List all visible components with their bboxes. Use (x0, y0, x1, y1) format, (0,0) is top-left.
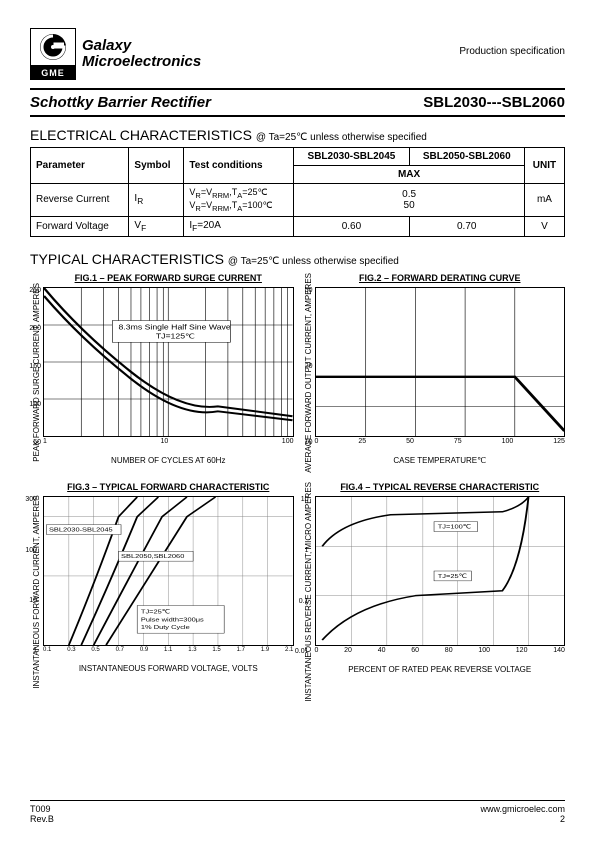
company-line2: Microelectronics (82, 54, 201, 71)
fig1-xlabel: NUMBER OF CYCLES AT 60Hz (43, 456, 294, 465)
fig3-xticks: 0.1 0.3 0.5 0.7 0.9 1.1 1.3 1.5 1.7 1.9 … (43, 646, 294, 654)
cell-param: Reverse Current (31, 184, 129, 217)
col-group1: SBL2030-SBL2045 (294, 148, 409, 166)
fig2-xticks: 0 25 50 75 100 125 (315, 437, 566, 446)
col-unit: UNIT (524, 148, 564, 184)
cell-symbol: IR (129, 184, 184, 217)
fig2: AVERAGE FORWARD OUTPUT CURRENT, AMPERES … (302, 273, 566, 473)
typical-cond: @ Ta=25℃ unless otherwise specified (228, 256, 399, 267)
doc-id: T009 (30, 804, 54, 814)
logo-g-icon (30, 28, 76, 66)
svg-text:SBL2050,SBL2060: SBL2050,SBL2060 (121, 554, 185, 560)
elec-cond: @ Ta=25℃ unless otherwise specified (256, 132, 427, 143)
elec-heading-text: ELECTRICAL CHARACTERISTICS (30, 127, 252, 143)
fig4-yticks: 10 1 0.1 0.01 (293, 496, 309, 655)
footer-right: www.gmicroelec.com 2 (480, 804, 565, 824)
logo-block: GME Galaxy Microelectronics (30, 28, 201, 80)
fig4-xlabel: PERCENT OF RATED PEAK REVERSE VOLTAGE (315, 665, 566, 674)
cell-param: Forward Voltage (31, 216, 129, 236)
fig1-xticks: 1 10 100 (43, 437, 294, 446)
fig1-title: FIG.1 – PEAK FORWARD SURGE CURRENT (43, 273, 294, 283)
part-numbers: SBL2030---SBL2060 (423, 94, 565, 111)
table-row: Forward Voltage VF IF=20A 0.60 0.70 V (31, 216, 565, 236)
title-bar: Schottky Barrier Rectifier SBL2030---SBL… (30, 88, 565, 117)
fig2-xlabel: CASE TEMPERATURE℃ (315, 456, 566, 465)
col-symbol: Symbol (129, 148, 184, 184)
fig4-xticks: 0 20 40 60 80 100 120 140 (315, 646, 566, 655)
charts-grid: PEAK FORWARD SURGE CURRENT, AMPERES FIG.… (30, 273, 565, 702)
svg-text:TJ=125℃: TJ=125℃ (156, 332, 195, 340)
col-max: MAX (294, 166, 525, 184)
col-testcond: Test conditions (184, 148, 294, 184)
cell-cond: IF=20A (184, 216, 294, 236)
cell-unit: V (524, 216, 564, 236)
svg-text:1% Duty Cycle: 1% Duty Cycle (141, 625, 190, 631)
fig3-yticks: 300 100 10 1 (21, 496, 37, 654)
company-name: Galaxy Microelectronics (82, 38, 201, 71)
svg-text:TJ=25℃: TJ=25℃ (141, 609, 171, 615)
fig3: INSTANTANEOUS FORWARD CURRENT, AMPERES F… (30, 482, 294, 702)
page-number: 2 (480, 814, 565, 824)
fig4: INSTANTANEOUS REVERSE CURRENT, MICRO AMP… (302, 482, 566, 702)
fig2-yticks: 50 20 10 (297, 287, 313, 446)
cell-symbol: VF (129, 216, 184, 236)
cell-val2: 0.70 (409, 216, 524, 236)
cell-val: 0.550 (294, 184, 525, 217)
col-group2: SBL2050-SBL2060 (409, 148, 524, 166)
elec-table: Parameter Symbol Test conditions SBL2030… (30, 147, 565, 237)
table-row: Reverse Current IR VR=VRRM,TA=25℃VR=VRRM… (31, 184, 565, 217)
elec-heading: ELECTRICAL CHARACTERISTICS @ Ta=25℃ unle… (30, 127, 565, 143)
footer-left: T009 Rev.B (30, 804, 54, 824)
svg-text:TJ=25℃: TJ=25℃ (437, 574, 467, 580)
page-footer: T009 Rev.B www.gmicroelec.com 2 (30, 800, 565, 824)
fig1: PEAK FORWARD SURGE CURRENT, AMPERES FIG.… (30, 273, 294, 473)
rev: Rev.B (30, 814, 54, 824)
fig2-chart (315, 287, 566, 437)
fig2-title: FIG.2 – FORWARD DERATING CURVE (315, 273, 566, 283)
fig4-title: FIG.4 – TYPICAL REVERSE CHARACTERISTIC (315, 482, 566, 492)
table-header-row: Parameter Symbol Test conditions SBL2030… (31, 148, 565, 166)
production-spec-label: Production specification (459, 46, 565, 57)
typical-heading: TYPICAL CHARACTERISTICS @ Ta=25℃ unless … (30, 251, 565, 267)
logo: GME (30, 28, 76, 80)
typical-heading-text: TYPICAL CHARACTERISTICS (30, 251, 224, 267)
website: www.gmicroelec.com (480, 804, 565, 814)
cell-val1: 0.60 (294, 216, 409, 236)
col-param: Parameter (31, 148, 129, 184)
fig3-chart: SBL2030-SBL2045 SBL2050,SBL2060 TJ=25℃ P… (43, 496, 294, 646)
fig4-chart: TJ=100℃ TJ=25℃ (315, 496, 566, 646)
page-header: GME Galaxy Microelectronics Production s… (30, 28, 565, 80)
svg-text:TJ=100℃: TJ=100℃ (437, 525, 471, 531)
logo-sub-label: GME (30, 66, 76, 80)
cell-unit: mA (524, 184, 564, 217)
svg-text:SBL2030-SBL2045: SBL2030-SBL2045 (49, 527, 113, 533)
fig1-yticks: 250 200 160 100 50 (25, 287, 41, 446)
fig3-title: FIG.3 – TYPICAL FORWARD CHARACTERISTIC (43, 482, 294, 492)
fig1-chart: 8.3ms Single Half Sine Wave TJ=125℃ (43, 287, 294, 437)
cell-cond: VR=VRRM,TA=25℃VR=VRRM,TA=100℃ (184, 184, 294, 217)
fig3-xlabel: INSTANTANEOUS FORWARD VOLTAGE, VOLTS (43, 664, 294, 673)
fig1-annotation: 8.3ms Single Half Sine Wave (119, 323, 232, 331)
product-type: Schottky Barrier Rectifier (30, 94, 211, 111)
company-line1: Galaxy (82, 38, 201, 55)
svg-text:Pulse width=300μs: Pulse width=300μs (141, 617, 205, 623)
